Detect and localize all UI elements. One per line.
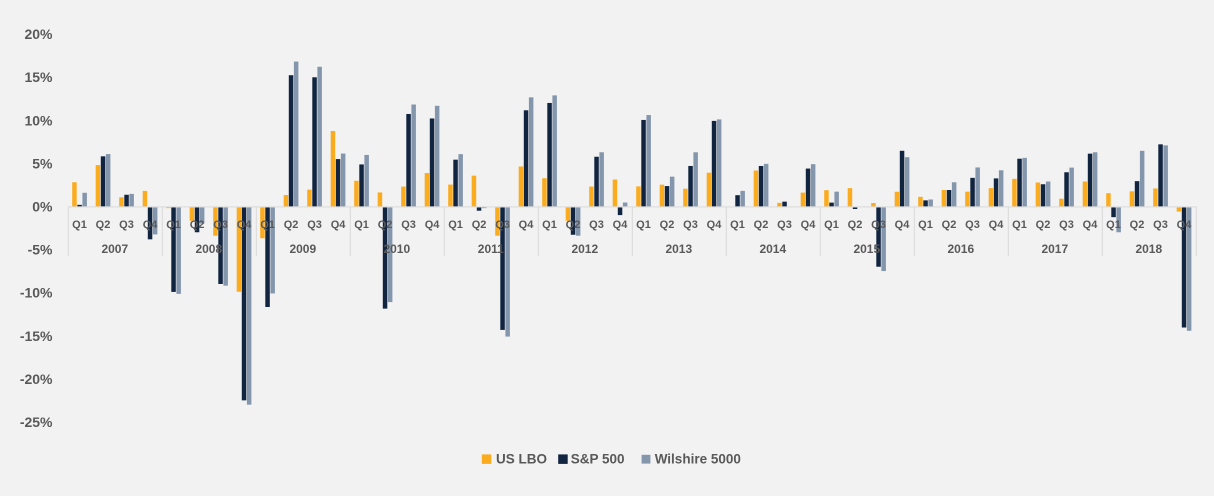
svg-text:Q2: Q2 (848, 219, 863, 231)
svg-text:Q2: Q2 (942, 219, 957, 231)
svg-text:Q4: Q4 (425, 219, 441, 231)
svg-text:20%: 20% (24, 26, 53, 42)
svg-text:2014: 2014 (759, 242, 786, 256)
svg-text:Q1: Q1 (260, 219, 275, 231)
svg-text:2007: 2007 (101, 242, 128, 256)
svg-text:Q2: Q2 (472, 219, 487, 231)
svg-text:Q4: Q4 (519, 219, 535, 231)
svg-text:Q3: Q3 (213, 219, 228, 231)
svg-text:Q3: Q3 (589, 219, 604, 231)
svg-text:Q3: Q3 (401, 219, 416, 231)
svg-text:2011: 2011 (478, 242, 504, 256)
svg-text:US LBO: US LBO (496, 452, 547, 467)
svg-text:-10%: -10% (20, 285, 53, 301)
svg-text:S&P 500: S&P 500 (571, 452, 625, 467)
svg-text:2018: 2018 (1135, 242, 1162, 256)
svg-text:Q2: Q2 (566, 219, 581, 231)
svg-text:Q2: Q2 (96, 219, 111, 231)
svg-text:Q4: Q4 (613, 219, 629, 231)
svg-text:Q1: Q1 (1012, 219, 1027, 231)
svg-text:Q4: Q4 (331, 219, 347, 231)
svg-text:-20%: -20% (20, 371, 53, 387)
svg-text:2013: 2013 (665, 242, 692, 256)
svg-text:Q3: Q3 (871, 219, 886, 231)
svg-text:Q1: Q1 (1106, 219, 1121, 231)
svg-text:-5%: -5% (28, 242, 53, 258)
svg-text:Q2: Q2 (1130, 219, 1145, 231)
svg-text:Q1: Q1 (72, 219, 87, 231)
svg-text:2012: 2012 (571, 242, 598, 256)
svg-text:Q3: Q3 (965, 219, 980, 231)
svg-text:Q2: Q2 (1036, 219, 1051, 231)
svg-text:2008: 2008 (195, 242, 222, 256)
svg-text:Q2: Q2 (378, 219, 393, 231)
svg-text:Q2: Q2 (754, 219, 769, 231)
svg-text:2015: 2015 (853, 242, 880, 256)
svg-text:15%: 15% (24, 69, 53, 85)
svg-text:Q4: Q4 (1177, 219, 1193, 231)
svg-text:2017: 2017 (1041, 242, 1068, 256)
svg-text:Q1: Q1 (448, 219, 463, 231)
svg-text:-15%: -15% (20, 328, 53, 344)
svg-text:Q4: Q4 (1083, 219, 1099, 231)
svg-text:Q3: Q3 (119, 219, 134, 231)
svg-text:Wilshire 5000: Wilshire 5000 (655, 452, 741, 467)
svg-text:Q4: Q4 (237, 219, 253, 231)
svg-text:Q1: Q1 (166, 219, 181, 231)
svg-text:Q1: Q1 (636, 219, 651, 231)
svg-text:Q4: Q4 (895, 219, 911, 231)
svg-text:Q4: Q4 (801, 219, 817, 231)
svg-text:Q2: Q2 (660, 219, 675, 231)
svg-text:Q1: Q1 (918, 219, 933, 231)
svg-text:0%: 0% (32, 199, 53, 215)
svg-text:2010: 2010 (383, 242, 410, 256)
svg-text:Q2: Q2 (190, 219, 205, 231)
svg-text:Q1: Q1 (824, 219, 839, 231)
svg-text:Q3: Q3 (1153, 219, 1168, 231)
svg-text:5%: 5% (32, 155, 53, 171)
svg-text:Q3: Q3 (683, 219, 698, 231)
svg-text:2009: 2009 (289, 242, 316, 256)
svg-text:Q4: Q4 (989, 219, 1005, 231)
svg-text:Q3: Q3 (307, 219, 322, 231)
svg-text:Q3: Q3 (495, 219, 510, 231)
svg-text:Q1: Q1 (542, 219, 557, 231)
svg-text:Q3: Q3 (777, 219, 792, 231)
svg-text:2016: 2016 (947, 242, 974, 256)
svg-text:Q3: Q3 (1059, 219, 1074, 231)
svg-text:-25%: -25% (20, 414, 53, 430)
svg-text:10%: 10% (24, 112, 53, 128)
svg-text:Q4: Q4 (143, 219, 159, 231)
svg-text:Q2: Q2 (284, 219, 299, 231)
svg-text:Q1: Q1 (354, 219, 369, 231)
svg-text:Q4: Q4 (707, 219, 723, 231)
svg-text:Q1: Q1 (730, 219, 745, 231)
